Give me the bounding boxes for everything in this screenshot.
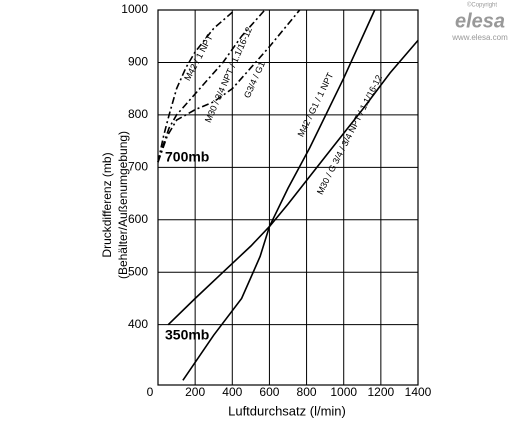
x-tick-label: 0 [147,385,154,399]
x-axis-label: Luftdurchsatz (l/min) [228,403,346,418]
x-tick-label: 400 [222,385,242,399]
curve [157,9,301,163]
logo-brand: elesa [455,10,505,32]
logo-copyright: ©Copyright [467,2,497,9]
curve [157,9,266,163]
y-tick-label: 800 [128,107,148,121]
annotation: 350mb [165,327,209,343]
y-tick-label: 400 [128,317,148,331]
curve-label: M42 / 1 NPT [182,33,215,83]
y-tick-label: 1000 [121,2,148,16]
curve [182,39,419,381]
x-tick-label: 1200 [368,385,395,399]
x-tick-label: 1000 [330,385,357,399]
y-axis-label: Druckdifferenz (mb) [100,152,114,257]
y-axis-label: (Behälter/Außenumgebung) [116,131,130,279]
annotation: 700mb [165,149,209,165]
y-tick-label: 900 [128,55,148,69]
curve [157,9,236,163]
x-tick-label: 1400 [405,385,432,399]
x-tick-label: 200 [185,385,205,399]
y-tick-label: 600 [128,212,148,226]
y-tick-label: 500 [128,264,148,278]
y-tick-label: 700 [128,160,148,174]
curve-label: G3/4 / G1 [242,60,267,100]
x-tick-label: 600 [259,385,279,399]
x-tick-label: 800 [297,385,317,399]
logo-url: www.elesa.com [451,33,508,42]
curve-label: M42 / G1 / 1 NPT [296,71,336,139]
